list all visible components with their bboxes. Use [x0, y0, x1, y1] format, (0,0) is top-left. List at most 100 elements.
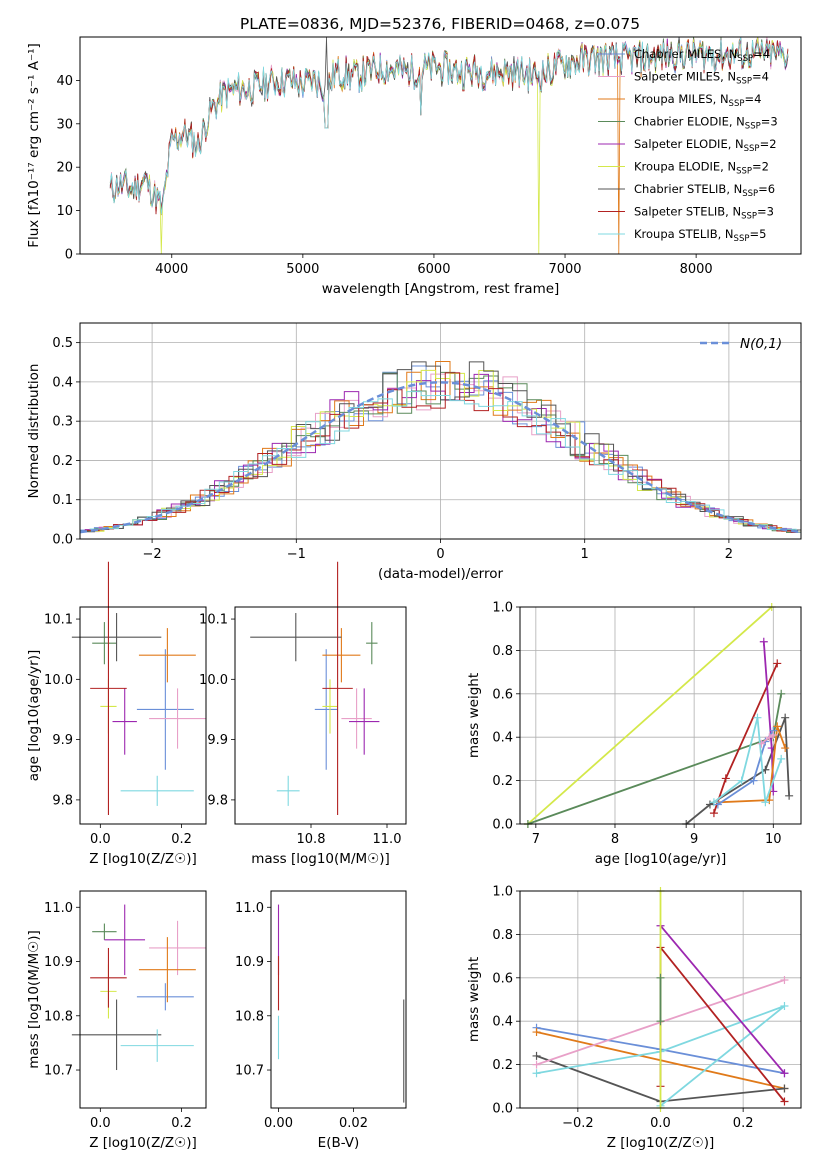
data-point — [532, 1028, 541, 1037]
data-point — [780, 1069, 789, 1078]
x-tick-label: 4000 — [155, 262, 188, 277]
histogram-8 — [89, 391, 801, 533]
y-axis-label: age [log10(age/yr)] — [26, 650, 42, 782]
y-tick-label: 0.8 — [492, 644, 513, 659]
mass_vs_EBV-axes: 0.00 0.02 10.7 10.8 10.9 11.0 E(B-V) — [235, 890, 407, 1151]
x-tick-label: −0.2 — [562, 1116, 594, 1131]
data-point — [769, 731, 778, 740]
x-tick-label: 10 — [765, 832, 782, 847]
y-tick-label: 10.1 — [199, 613, 228, 628]
age_vs_Z-points — [71, 561, 206, 815]
x-axis-label: (data-model)/error — [378, 566, 504, 582]
legend-entry: Salpeter MILES, NSSP=4 — [634, 70, 769, 87]
histograms — [79, 360, 802, 534]
y-tick-label: 0.4 — [492, 1015, 513, 1030]
data-point — [709, 798, 718, 807]
y-axis-label: Normed distribution — [26, 364, 42, 499]
y-tick-label: 10.8 — [235, 1009, 264, 1024]
series-line-6 — [659, 944, 786, 1103]
axes-frame — [79, 322, 802, 540]
data-point — [656, 1017, 665, 1026]
x-tick-label: 8000 — [680, 262, 713, 277]
x-tick-label: 0.2 — [171, 1116, 192, 1131]
x-tick-label: 0.0 — [650, 1116, 671, 1131]
data-point — [532, 1069, 541, 1078]
y-tick-label: 1.0 — [492, 885, 513, 900]
y-tick-label: 11.0 — [44, 901, 73, 916]
x-tick-label: 7000 — [548, 262, 581, 277]
y-tick-label: 9.9 — [52, 733, 73, 748]
legend-entry: Chabrier MILES, NSSP=4 — [634, 47, 770, 64]
y-tick-label: 10.9 — [44, 955, 73, 970]
mass_weight_vs_Z-lines — [532, 887, 789, 1112]
y-tick-label: 0.6 — [492, 687, 513, 702]
y-tick-label: 0.8 — [492, 928, 513, 943]
x-tick-label: 2 — [725, 547, 733, 562]
data-point — [709, 809, 718, 818]
data-point — [781, 744, 790, 753]
histogram-7 — [84, 372, 801, 533]
y-tick-label: 9.8 — [52, 793, 73, 808]
y-tick-label: 0.0 — [492, 818, 513, 833]
histogram-1 — [84, 372, 801, 533]
y-tick-label: 30 — [56, 117, 73, 132]
data-point — [759, 637, 768, 646]
series-line-5 — [659, 925, 786, 1074]
x-axis-label: mass [log10(M/M☉)] — [251, 851, 390, 867]
y-tick-label: 0.2 — [52, 454, 73, 469]
y-axis-label: Flux [fλ10⁻¹⁷ erg cm⁻² s⁻¹ A⁻¹] — [26, 43, 42, 248]
data-point — [785, 791, 794, 800]
legend-entry: Chabrier STELIB, NSSP=6 — [634, 182, 775, 199]
data-point — [753, 713, 762, 722]
y-tick-label: 0.6 — [492, 971, 513, 986]
data-point — [761, 798, 770, 807]
x-tick-label: −1 — [287, 547, 306, 562]
histogram-4 — [84, 373, 801, 533]
y-tick-label: 9.9 — [207, 733, 228, 748]
spectrum-lines — [109, 37, 789, 254]
y-tick-label: 0.2 — [492, 1058, 513, 1073]
y-tick-label: 0.3 — [52, 415, 73, 430]
data-point — [721, 774, 730, 783]
age_vs_mass-axes: 10.8 11.0 9.8 9.9 10.0 10.1 mass [log10(M/M☉)] — [199, 561, 407, 867]
series-line-1 — [527, 693, 783, 825]
y-tick-label: 0.5 — [52, 336, 73, 351]
legend-entry: Salpeter ELODIE, NSSP=2 — [634, 137, 777, 154]
x-tick-label: −2 — [143, 547, 162, 562]
age_vs_mass-points — [250, 561, 380, 815]
data-point — [737, 776, 746, 785]
legend-entry: Salpeter STELIB, NSSP=3 — [634, 205, 774, 222]
histogram-6 — [80, 361, 801, 533]
mass_vs_Z-points — [71, 904, 206, 1071]
y-axis-label: mass weight — [466, 673, 482, 758]
x-tick-label: 0.0 — [90, 1116, 111, 1131]
series-line-0 — [527, 606, 773, 825]
x-tick-label: 0.2 — [171, 832, 192, 847]
y-tick-label: 0.2 — [492, 774, 513, 789]
axes-frame — [519, 606, 802, 825]
legend-entry: N(0,1) — [740, 336, 782, 352]
y-tick-label: 10.0 — [199, 673, 228, 688]
y-tick-label: 0.0 — [492, 1102, 513, 1117]
x-tick-label: 1 — [581, 547, 589, 562]
axes-frame — [270, 890, 407, 1109]
y-tick-label: 0.4 — [492, 731, 513, 746]
x-axis-label: age [log10(age/yr)] — [595, 851, 727, 867]
x-tick-label: 0.02 — [339, 1116, 368, 1131]
data-point — [781, 713, 790, 722]
spectrum-line-8 — [109, 37, 789, 215]
y-tick-label: 1.0 — [492, 601, 513, 616]
spectrum-legend: Chabrier MILES, NSSP=4 Salpeter MILES, NS… — [598, 47, 778, 244]
y-tick-label: 10.0 — [44, 673, 73, 688]
x-axis-label: wavelength [Angstrom, rest frame] — [322, 281, 560, 297]
legend-entry: Kroupa MILES, NSSP=4 — [634, 92, 761, 109]
spectrum-axes: 4000 5000 6000 7000 8000 0 10 20 30 40 wavelength … — [26, 36, 802, 297]
x-axis-label: Z [log10(Z/Z☉)] — [89, 1135, 197, 1151]
x-axis-label: E(B-V) — [318, 1135, 360, 1151]
axes-frame — [519, 890, 802, 1109]
x-tick-label: 6000 — [417, 262, 450, 277]
y-tick-label: 10.9 — [235, 955, 264, 970]
series-line-3 — [536, 1005, 786, 1107]
y-tick-label: 11.0 — [235, 901, 264, 916]
y-tick-label: 0.1 — [52, 493, 73, 508]
